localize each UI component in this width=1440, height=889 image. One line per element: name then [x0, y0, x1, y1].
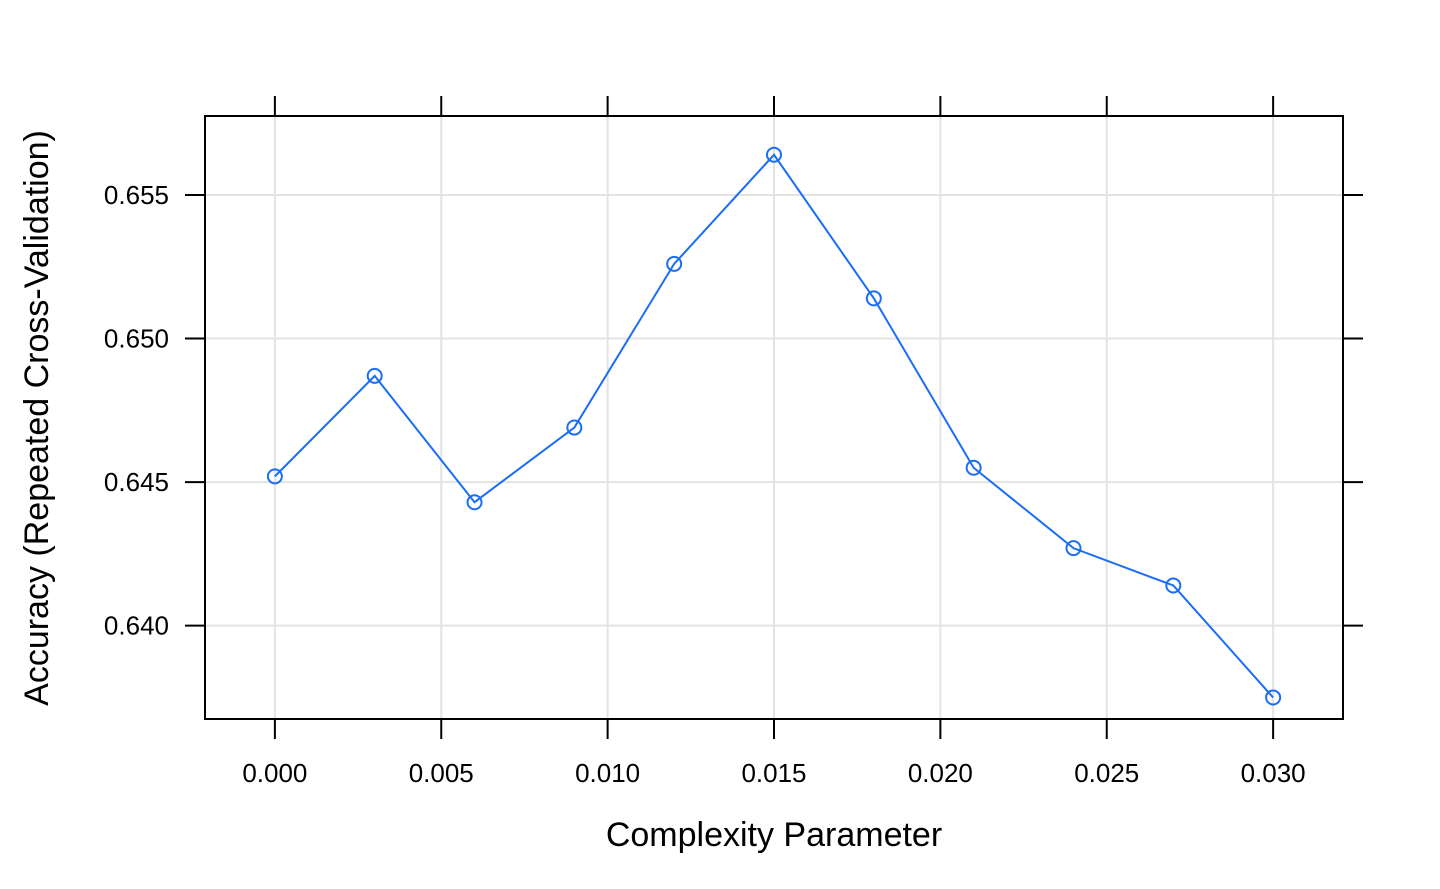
data-point [1265, 689, 1282, 706]
y-axis-title: Accuracy (Repeated Cross-Validation) [18, 130, 56, 706]
data-point [766, 146, 782, 163]
x-tick-label: 0.025 [1074, 758, 1139, 788]
data-point [865, 290, 882, 307]
data-point [466, 494, 483, 511]
y-tick-label: 0.645 [104, 467, 169, 497]
data-point [366, 367, 383, 384]
x-tick-label: 0.000 [242, 758, 307, 788]
y-tick-label: 0.650 [104, 324, 169, 354]
data-point [1065, 540, 1082, 557]
x-tick-label: 0.005 [409, 758, 474, 788]
axis-ticks [185, 96, 1363, 739]
data-point [566, 419, 583, 436]
x-tick-label: 0.010 [575, 758, 640, 788]
tick-labels: 0.000 0.005 0.010 0.015 0.020 0.025 0.030 0.640… [104, 180, 1306, 788]
series-line [274, 153, 1274, 699]
x-tick-label: 0.030 [1241, 758, 1306, 788]
data-point [666, 255, 683, 272]
x-tick-label: 0.015 [741, 758, 806, 788]
y-tick-label: 0.640 [104, 611, 169, 641]
grid [205, 116, 1343, 719]
y-tick-label: 0.655 [104, 180, 169, 210]
x-tick-label: 0.020 [908, 758, 973, 788]
data-point [1165, 577, 1182, 594]
x-axis-title: Complexity Parameter [606, 816, 942, 854]
series [266, 146, 1282, 706]
data-point [965, 459, 982, 476]
data-point [266, 468, 283, 485]
